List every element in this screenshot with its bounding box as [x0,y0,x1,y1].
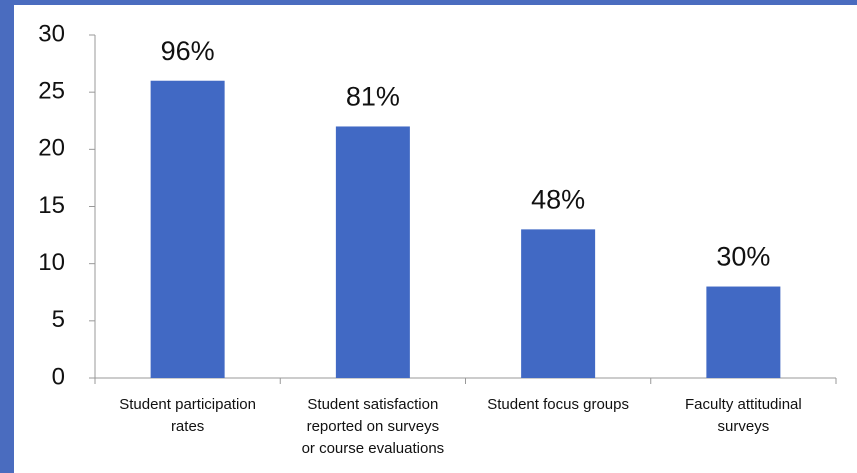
x-tick-label: Student satisfaction [307,396,438,413]
y-tick-label: 0 [52,363,65,390]
y-tick-label: 15 [38,192,65,219]
annotation: 48% [531,184,585,214]
y-tick-label: 25 [38,78,65,105]
bar [150,80,225,378]
annotation: 81% [346,82,400,112]
x-tick-label: rates [171,418,204,435]
annotation: 30% [716,242,770,272]
bar [706,286,781,378]
x-tick-label: Faculty attitudinal [685,396,802,413]
y-tick-label: 10 [38,249,65,276]
y-tick-label: 30 [38,20,65,47]
annotation: 96% [161,36,215,66]
y-tick-label: 20 [38,135,65,162]
x-tick-label: Student focus groups [487,396,629,413]
x-tick-label: Student participation [119,396,256,413]
bar [521,229,596,378]
x-tick-label: reported on surveys [307,418,440,435]
x-tick-label: surveys [718,418,770,435]
x-tick-label: or course evaluations [302,440,445,457]
bar [335,126,410,378]
y-tick-label: 5 [52,306,65,333]
